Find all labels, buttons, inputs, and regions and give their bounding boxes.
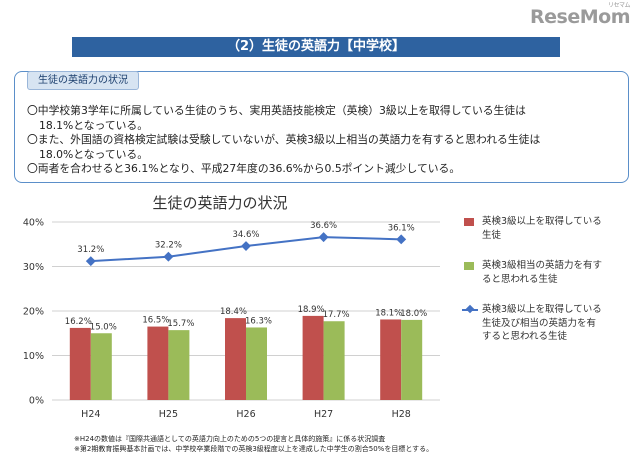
x-tick-label: H24 — [81, 409, 100, 420]
bar — [90, 333, 112, 400]
bar — [380, 319, 402, 400]
x-tick-label: H25 — [159, 409, 178, 420]
legend-text-3a: 英検3級以上を取得している — [482, 304, 602, 315]
footnotes: ※H24の数値は『国際共通語としての英語力向上のための5つの提言と具体的施策』に… — [74, 434, 433, 454]
bar-data-label: 16.2% — [65, 317, 92, 327]
y-tick-label: 10% — [23, 351, 44, 362]
y-tick-label: 0% — [29, 396, 44, 407]
line-data-label: 32.2% — [155, 241, 182, 251]
line-data-label: 31.2% — [77, 245, 104, 255]
y-tick-label: 40% — [23, 218, 44, 229]
bullet-1-line-1: 〇中学校第3学年に所属している生徒のうち、実用英語技能検定（英検）3級以上を取得… — [27, 104, 526, 117]
line-point — [318, 232, 329, 243]
bar-data-label: 18.0% — [400, 309, 427, 319]
bullet-2-line-1: 〇また、外国語の資格検定試験は受験していないが、英検3級以上相当の英語力を有する… — [27, 133, 541, 146]
legend-swatch-red — [464, 218, 474, 226]
section-title-banner: （2）生徒の英語力【中学校】 — [72, 37, 560, 57]
bar-data-label: 16.3% — [245, 316, 272, 326]
line-point — [396, 234, 407, 245]
bar-data-label: 15.0% — [90, 322, 117, 332]
y-tick-label: 20% — [23, 307, 44, 318]
legend-item-combined: 英検3級以上を取得している 生徒及び相当の英語力を有 すると思われる生徒 — [462, 303, 634, 344]
bar-data-label: 18.4% — [220, 307, 247, 317]
legend-text-2b: ると思われる生徒 — [482, 273, 558, 285]
logo-ruby: リセマム — [607, 2, 631, 9]
logo-text: ReseMom — [530, 6, 630, 28]
footnote-2: ※第2期教育振興基本計画では、中学校卒業段階での英検3級程度以上を達成した中学生… — [74, 445, 434, 453]
bullet-3-line-1: 〇両者を合わせると36.1%となり、平成27年度の36.6%から0.5ポイント減… — [27, 162, 461, 175]
bar — [323, 321, 345, 400]
bullet-2-line-2: 18.0%となっている。 — [39, 147, 149, 161]
legend-text-2a: 英検3級相当の英語力を有す — [482, 260, 603, 271]
x-tick-label: H28 — [392, 409, 411, 420]
bar-data-label: 17.7% — [323, 310, 350, 320]
legend-item-equivalent: 英検3級相当の英語力を有す ると思われる生徒 — [462, 259, 634, 286]
legend-item-obtained: 英検3級以上を取得している 生徒 — [462, 215, 634, 242]
chart-legend: 英検3級以上を取得している 生徒 英検3級相当の英語力を有す ると思われる生徒 … — [462, 215, 634, 344]
footnote-1: ※H24の数値は『国際共通語としての英語力向上のための5つの提言と具体的施策』に… — [74, 435, 386, 443]
bar — [168, 330, 190, 400]
bar-data-label: 18.9% — [298, 305, 325, 315]
bar-data-label: 18.1% — [375, 308, 402, 318]
x-tick-label: H27 — [314, 409, 333, 420]
bar — [302, 315, 324, 400]
line-point — [163, 251, 174, 262]
resemom-logo: リセマム ReseMom — [530, 2, 630, 28]
bar-data-label: 15.7% — [167, 319, 194, 329]
line-data-label: 36.6% — [310, 221, 337, 231]
bar — [401, 319, 423, 400]
line-data-label: 34.6% — [232, 230, 259, 240]
x-tick-label: H26 — [236, 409, 255, 420]
chart-title: 生徒の英語力の状況 — [152, 194, 288, 212]
bullet-1-line-2: 18.1%となっている。 — [39, 118, 149, 132]
bar-data-label: 16.5% — [142, 316, 169, 326]
summary-bullets: 〇中学校第3学年に所属している生徒のうち、実用英語技能検定（英検）3級以上を取得… — [27, 104, 617, 177]
legend-swatch-green — [464, 262, 474, 270]
legend-marker-diamond — [465, 304, 475, 314]
legend-text-1b: 生徒 — [482, 229, 502, 241]
summary-label: 生徒の英語力の状況 — [27, 71, 139, 90]
y-tick-label: 30% — [23, 262, 44, 273]
line-data-label: 36.1% — [388, 223, 415, 233]
bar — [69, 327, 91, 400]
line-point — [241, 241, 251, 251]
summary-box: 生徒の英語力の状況 〇中学校第3学年に所属している生徒のうち、実用英語技能検定（… — [14, 71, 629, 183]
bar — [225, 318, 246, 400]
legend-text-1a: 英検3級以上を取得している — [482, 216, 602, 227]
bar — [147, 326, 169, 400]
legend-text-3c: すると思われる生徒 — [482, 331, 568, 342]
line-point — [85, 256, 96, 267]
legend-text-3b: 生徒及び相当の英語力を有 — [482, 317, 597, 329]
bar — [246, 327, 267, 400]
